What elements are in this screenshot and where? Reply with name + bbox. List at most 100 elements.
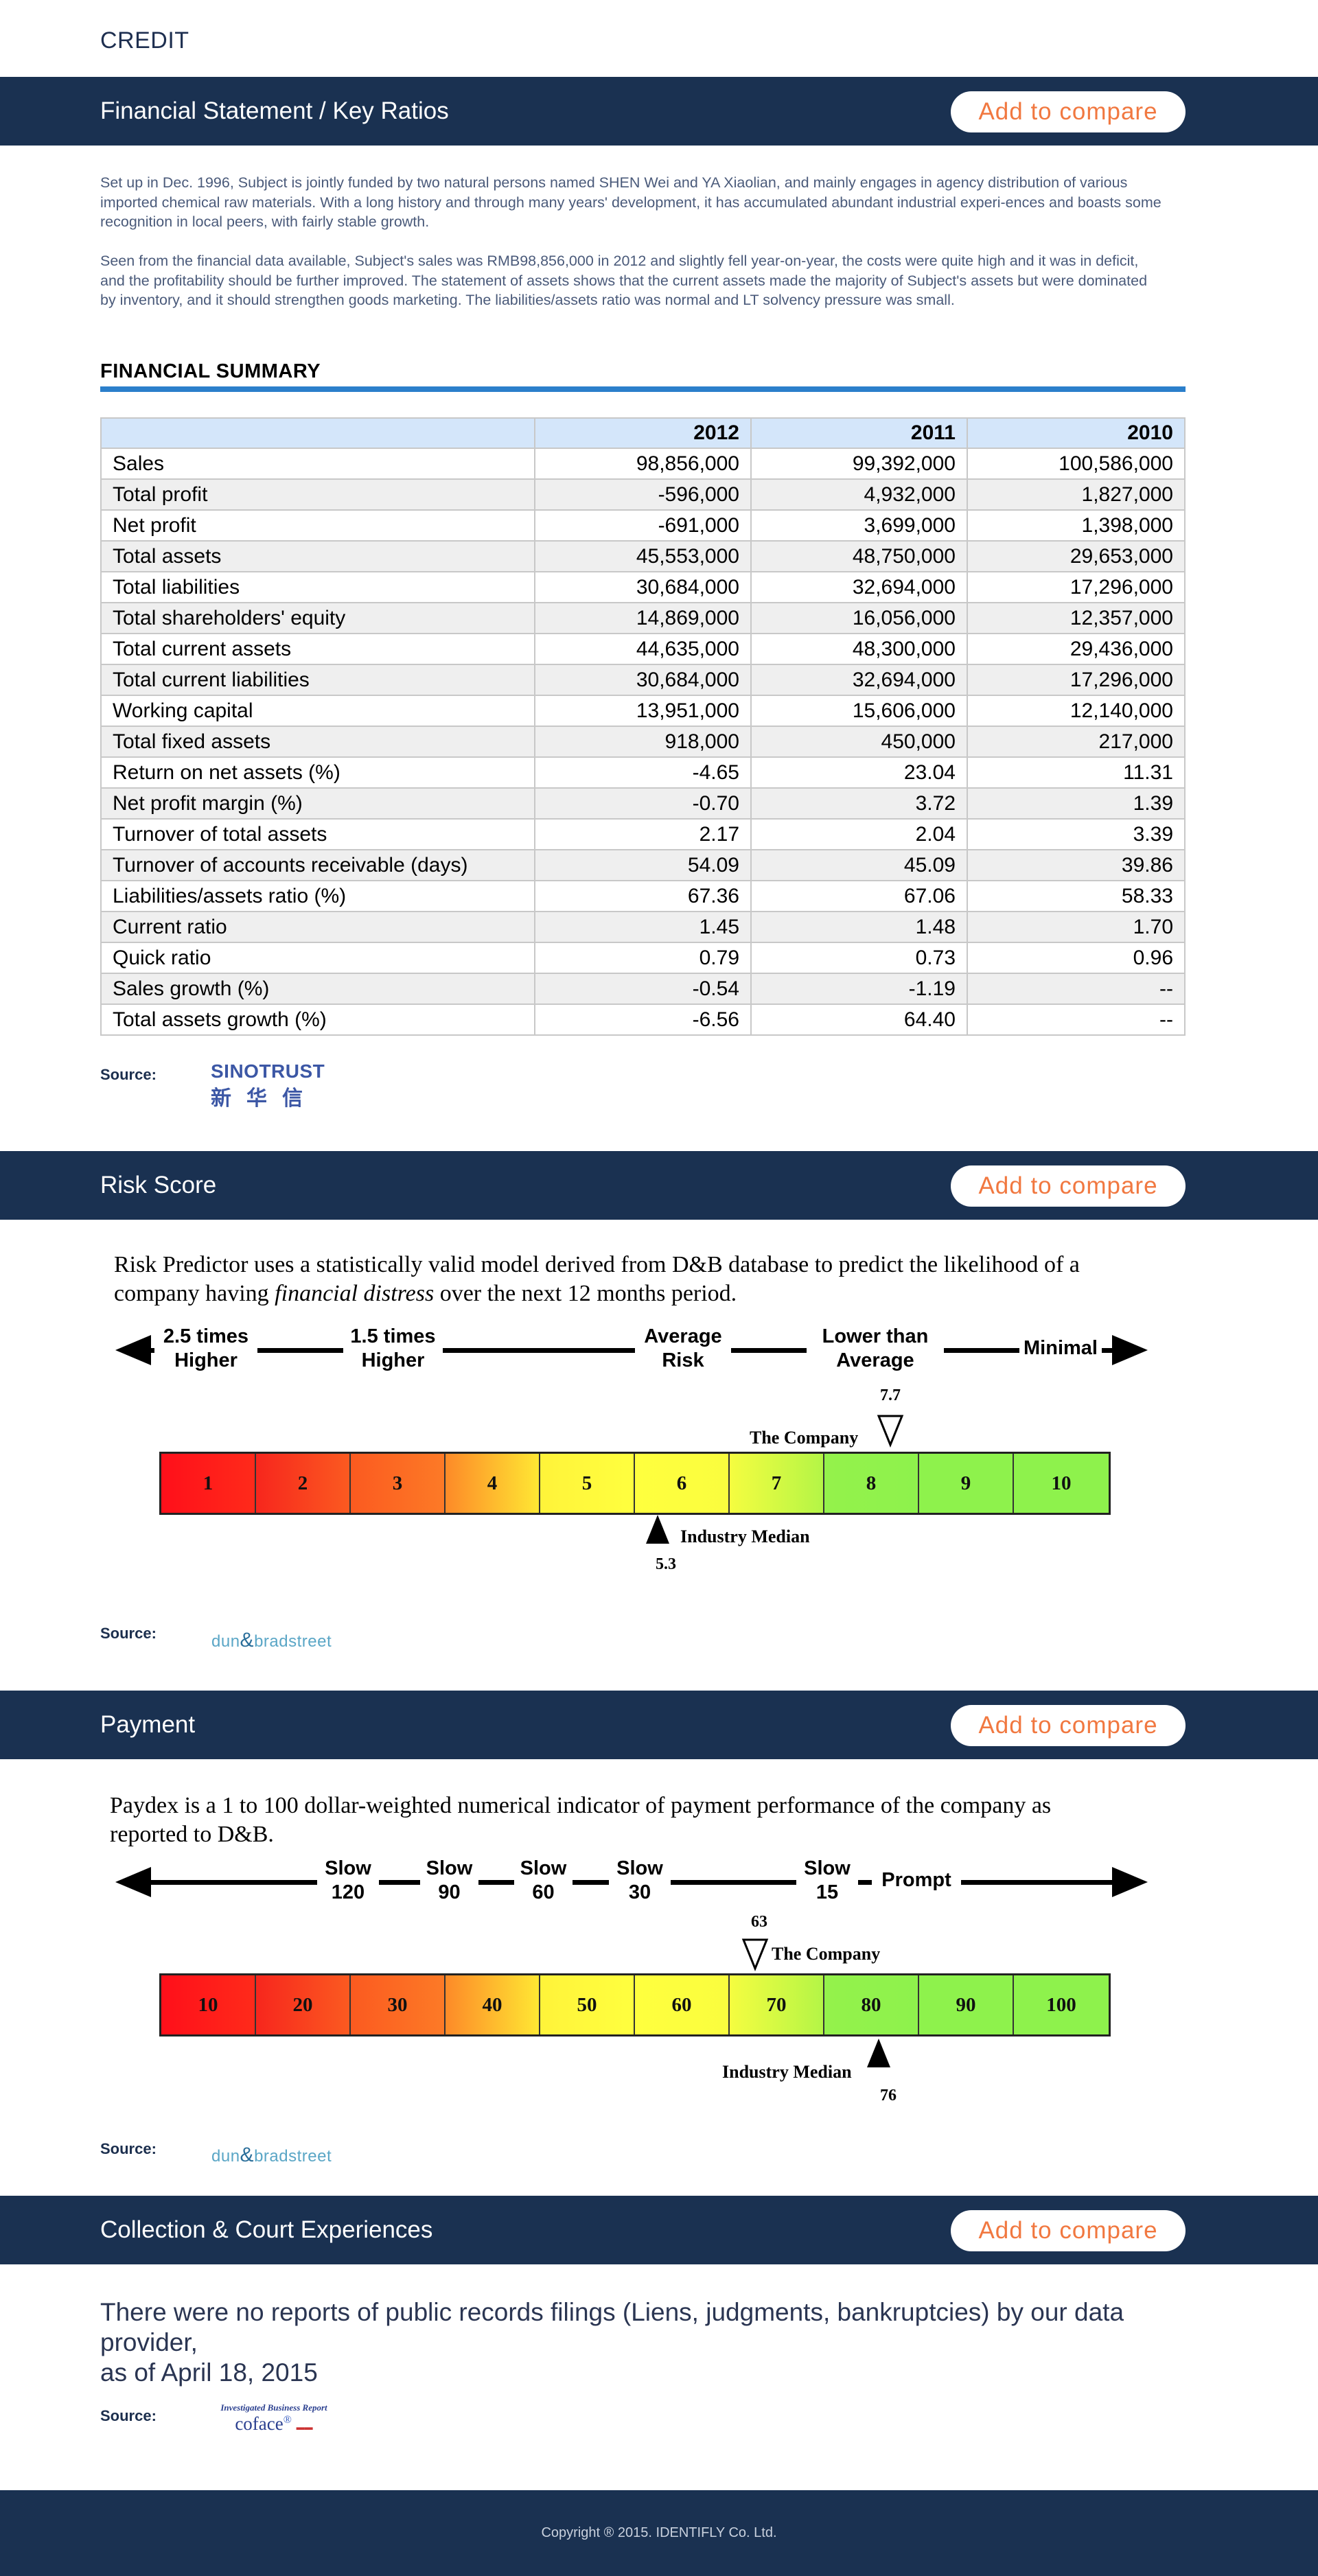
value-cell: 3,699,000 [750, 509, 968, 542]
financial-analysis: Seen from the financial data available, … [100, 253, 1148, 308]
row-label-cell: Return on net assets (%) [100, 756, 535, 789]
value-cell: 17,296,000 [967, 664, 1186, 696]
header-cell: 2012 [534, 417, 752, 449]
row-label-cell: Turnover of total assets [100, 818, 535, 850]
add-to-compare-button[interactable]: Add to compare [951, 1705, 1186, 1746]
source-label: Source: [100, 2140, 157, 2157]
scale-cell: 6 [635, 1454, 730, 1513]
add-to-compare-button[interactable]: Add to compare [951, 1165, 1186, 1207]
value-cell: 48,300,000 [750, 633, 968, 665]
median-marker-icon [867, 2039, 890, 2067]
scale-cell: 4 [446, 1454, 540, 1513]
value-cell: 918,000 [534, 726, 752, 758]
row-label-cell: Total profit [100, 478, 535, 511]
median-marker-icon [646, 1515, 669, 1544]
table-row: Working capital 13,951,000 15,606,000 12,14… [100, 695, 1186, 727]
company-marker-icon [741, 1938, 769, 1971]
header-cell [100, 417, 535, 449]
value-cell: 14,869,000 [534, 602, 752, 634]
dnb-logo: dun&bradstreet [211, 1629, 332, 1651]
scale-arrow-label: Slow 60 [514, 1857, 573, 1905]
table-row: Total fixed assets 918,000 450,000 217,000 [100, 726, 1186, 758]
value-cell: 1,398,000 [967, 509, 1186, 542]
row-label-cell: Working capital [100, 695, 535, 727]
copyright-text: Copyright ® 2015. IDENTIFLY Co. Ltd. [541, 2525, 777, 2540]
value-cell: 30,684,000 [534, 664, 752, 696]
value-cell: 58.33 [967, 880, 1186, 912]
value-cell: 1,827,000 [967, 478, 1186, 511]
scale-arrow-label: 2.5 times Higher [154, 1325, 257, 1373]
scale-cell: 1 [161, 1454, 256, 1513]
value-cell: 16,056,000 [750, 602, 968, 634]
row-label-cell: Total assets growth (%) [100, 1003, 535, 1036]
add-to-compare-button[interactable]: Add to compare [951, 2210, 1186, 2251]
page-label: CREDIT [100, 27, 189, 54]
value-cell: 54.09 [534, 849, 752, 881]
source-label: Source: [100, 1066, 157, 1083]
value-cell: 1.39 [967, 787, 1186, 820]
table-row: Return on net assets (%) -4.65 23.04 11.31 [100, 756, 1186, 789]
value-cell: 98,856,000 [534, 448, 752, 480]
table-row: Sales growth (%) -0.54 -1.19 -- [100, 973, 1186, 1005]
financial-summary-table: 2012 2011 2010 Sales 98,856,000 99,392,000… [100, 417, 1186, 1036]
scale-cell: 90 [919, 1975, 1014, 2034]
row-label-cell: Total liabilities [100, 571, 535, 603]
page-footer: Copyright ® 2015. IDENTIFLY Co. Ltd. [0, 2490, 1318, 2576]
section-title: Financial Statement / Key Ratios [100, 97, 449, 124]
risk-intro: Risk Predictor uses a statistically vali… [114, 1252, 1080, 1306]
table-row: Quick ratio 0.79 0.73 0.96 [100, 942, 1186, 974]
value-cell: 39.86 [967, 849, 1186, 881]
table-header-row: 2012 2011 2010 [100, 417, 1186, 449]
value-cell: -596,000 [534, 478, 752, 511]
value-cell: 1.70 [967, 911, 1186, 943]
payment-intro: Paydex is a 1 to 100 dollar-weighted num… [110, 1793, 1052, 1847]
section-title: Risk Score [100, 1172, 217, 1198]
table-row: Total shareholders' equity 14,869,000 16,0… [100, 602, 1186, 634]
value-cell: 12,357,000 [967, 602, 1186, 634]
scale-cell: 70 [730, 1975, 824, 2034]
scale-arrow-label: Slow 15 [796, 1857, 858, 1905]
table-row: Total profit -596,000 4,932,000 1,827,000 [100, 478, 1186, 511]
add-to-compare-button[interactable]: Add to compare [951, 91, 1186, 132]
value-cell: 30,684,000 [534, 571, 752, 603]
risk-score-scale: 1 2 3 4 5 6 7 8 9 10 [159, 1452, 1111, 1515]
value-cell: 48,750,000 [750, 540, 968, 572]
sinotrust-logo: SINOTRUST 新华信 [211, 1060, 325, 1110]
company-marker-icon [877, 1415, 904, 1448]
value-cell: 44,635,000 [534, 633, 752, 665]
table-row: Liabilities/assets ratio (%) 67.36 67.06 58… [100, 880, 1186, 912]
value-cell: 2.04 [750, 818, 968, 850]
company-label: The Company [772, 1944, 881, 1964]
scale-arrow-label: Slow 90 [420, 1857, 478, 1905]
median-label: Industry Median [680, 1527, 810, 1546]
source-label: Source: [100, 2407, 157, 2424]
row-label-cell: Net profit [100, 509, 535, 542]
value-cell: -- [967, 1003, 1186, 1036]
dnb-logo: dun&bradstreet [211, 2144, 332, 2166]
row-label-cell: Total current liabilities [100, 664, 535, 696]
value-cell: 100,586,000 [967, 448, 1186, 480]
value-cell: 99,392,000 [750, 448, 968, 480]
scale-cell: 9 [919, 1454, 1014, 1513]
value-cell: 450,000 [750, 726, 968, 758]
value-cell: 11.31 [967, 756, 1186, 789]
row-label-cell: Sales [100, 448, 535, 480]
row-label-cell: Turnover of accounts receivable (days) [100, 849, 535, 881]
header-cell: 2011 [750, 417, 968, 449]
value-cell: 67.06 [750, 880, 968, 912]
row-label-cell: Total assets [100, 540, 535, 572]
header-cell: 2010 [967, 417, 1186, 449]
scale-arrow-label: Lower than Average [807, 1325, 944, 1373]
table-row: Net profit margin (%) -0.70 3.72 1.39 [100, 787, 1186, 820]
value-cell: 0.79 [534, 942, 752, 974]
row-label-cell: Current ratio [100, 911, 535, 943]
risk-section-header: Risk Score Add to compare [0, 1151, 1318, 1220]
scale-arrow-label: Average Risk [635, 1325, 731, 1373]
value-cell: 29,436,000 [967, 633, 1186, 665]
scale-cell: 5 [540, 1454, 635, 1513]
value-cell: 45.09 [750, 849, 968, 881]
company-label: The Company [750, 1428, 859, 1448]
value-cell: 17,296,000 [967, 571, 1186, 603]
table-row: Total liabilities 30,684,000 32,694,000 17,… [100, 571, 1186, 603]
scale-cell: 50 [540, 1975, 635, 2034]
